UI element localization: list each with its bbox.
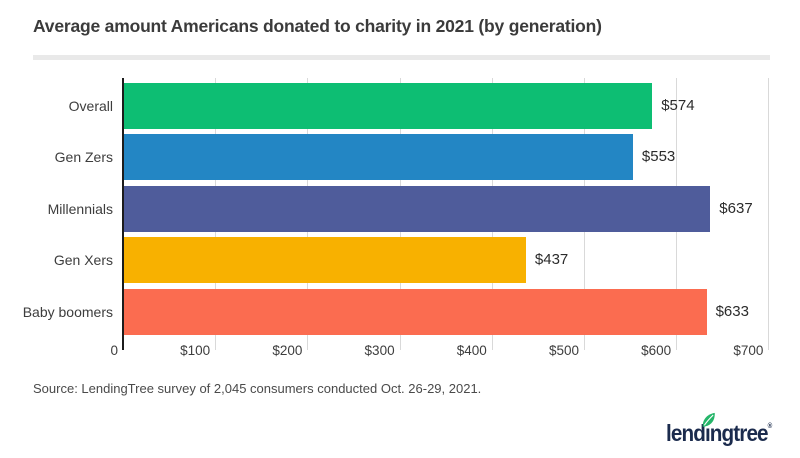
title-divider — [33, 55, 770, 60]
gridline — [768, 78, 770, 350]
bar-chart: $574 $553 $637 $437 $633 — [123, 78, 770, 350]
logo-text-post: ngtree — [709, 420, 769, 446]
value-label: $574 — [661, 96, 695, 114]
bar-overall — [123, 82, 653, 129]
category-label: Overall — [68, 97, 113, 114]
category-label: Baby boomers — [22, 303, 113, 320]
x-tick-label: $300 — [364, 343, 395, 358]
bar-gen-xers — [123, 237, 526, 283]
category-label: Gen Xers — [53, 252, 113, 268]
bar-baby-boomers — [123, 288, 707, 335]
registered-mark: ® — [767, 423, 773, 430]
logo-text-pre: lend — [666, 420, 706, 446]
x-tick-label: $600 — [641, 343, 672, 358]
x-tick-label: $100 — [180, 343, 211, 358]
category-label: Gen Zers — [54, 149, 113, 165]
logo-letter-i: ı — [702, 412, 716, 445]
x-tick-label: $400 — [456, 343, 487, 358]
value-label: $633 — [715, 302, 749, 320]
y-axis-line — [122, 78, 124, 350]
value-label: $437 — [534, 251, 569, 268]
value-label: $637 — [719, 199, 753, 217]
x-tick-label: $200 — [272, 343, 303, 358]
bar-millennials — [123, 185, 711, 232]
category-label: Millennials — [47, 200, 113, 217]
leaf-icon — [702, 412, 716, 427]
x-tick-label: 0 — [110, 343, 118, 358]
bar-gen-zers — [123, 134, 633, 180]
x-tick-label: $500 — [548, 343, 579, 358]
source-note: Source: LendingTree survey of 2,045 cons… — [33, 381, 482, 396]
chart-title: Average amount Americans donated to char… — [33, 16, 602, 36]
lendingtree-logo: lend ıngtree® — [666, 412, 773, 446]
x-tick-label: $700 — [733, 343, 764, 358]
value-label: $553 — [641, 148, 676, 165]
